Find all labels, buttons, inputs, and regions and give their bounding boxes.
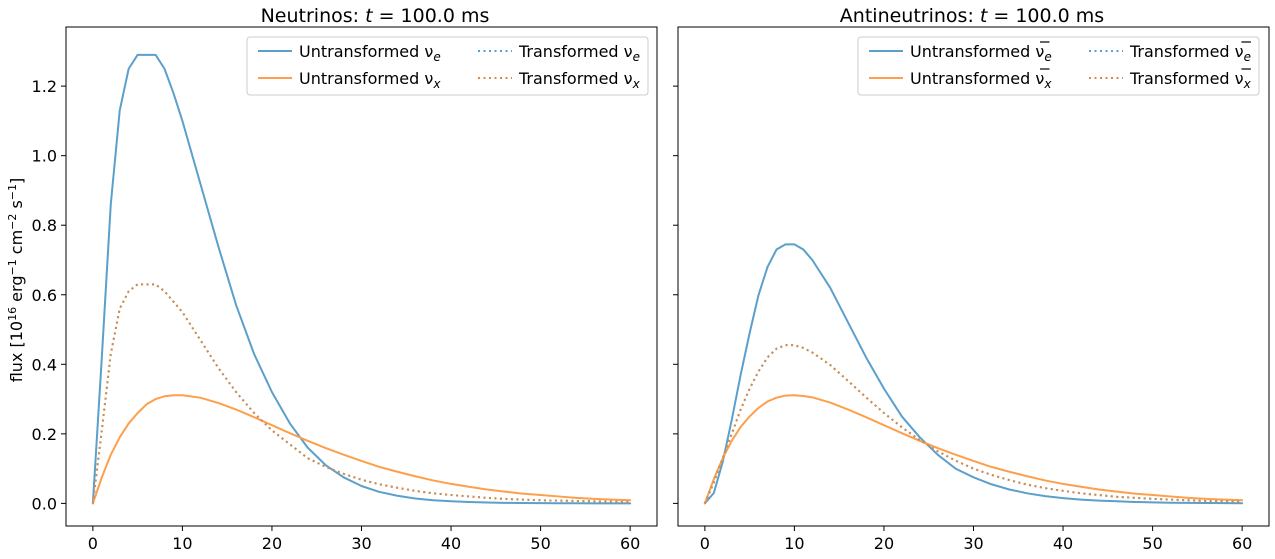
neutrinos-x-tick-label: 30	[351, 534, 371, 553]
neutrinos-y-tick-label: 1.2	[32, 77, 57, 96]
neutrinos-x-tick-label: 10	[172, 534, 192, 553]
antineutrinos-legend-box	[857, 36, 1260, 96]
antineutrinos-series-line-3	[703, 344, 1243, 504]
antineutrinos-series-line-2	[703, 344, 1243, 504]
neutrinos-y-tick-label: 0.2	[32, 425, 57, 444]
antineutrinos-x-tick-label: 50	[1142, 534, 1162, 553]
neutrinos-axes-frame	[65, 26, 658, 527]
neutrinos-x-tick-label: 40	[441, 534, 461, 553]
neutrinos-x-tick-label: 20	[262, 534, 282, 553]
neutrinos-legend-label-0: Untransformed νe	[299, 42, 441, 64]
neutrinos-legend: Untransformed νe Untransformed νx Transfor…	[246, 36, 649, 96]
neutrinos-legend-label-3: Transformed νx	[518, 69, 641, 91]
antineutrinos-series-line-0	[703, 243, 1244, 505]
neutrinos-y-tick-label: 0.6	[32, 286, 57, 305]
y-axis-label: flux [1016 erg−1 cm−2 s−1]	[6, 178, 27, 383]
antineutrinos-legend-label-2: Transformed νe	[1129, 42, 1251, 64]
neutrinos-series-line-3	[91, 283, 631, 504]
antineutrinos-legend-label-3: Transformed νx	[1129, 69, 1252, 91]
antineutrinos-x-tick-label: 30	[963, 534, 983, 553]
antineutrinos-panel: Antineutrinos: t = 100.0 ms 0 10 20 30 40 50 6…	[673, 5, 1270, 553]
neutrinos-x-tick-label: 60	[620, 534, 640, 553]
antineutrinos-y-ticks	[673, 85, 678, 504]
neutrinos-y-tick-label: 0.8	[32, 216, 57, 235]
neutrinos-legend-label-2: Transformed νe	[518, 42, 640, 64]
neutrinos-series-line-2	[91, 283, 631, 504]
neutrinos-series-line-1	[91, 394, 632, 505]
antineutrinos-title: Antineutrinos: t = 100.0 ms	[840, 5, 1104, 27]
neutrinos-series-group	[91, 53, 632, 505]
neutrinos-y-tick-label: 0.0	[32, 494, 57, 513]
neutrinos-x-tick-label: 0	[88, 534, 98, 553]
antineutrinos-series-group	[703, 243, 1244, 505]
neutrinos-legend-label-1: Untransformed νx	[299, 69, 441, 91]
neutrinos-title: Neutrinos: t = 100.0 ms	[261, 5, 490, 27]
neutrinos-y-tick-label: 0.4	[32, 355, 57, 374]
antineutrinos-series-line-1	[703, 394, 1244, 505]
antineutrinos-x-tick-label: 20	[874, 534, 894, 553]
antineutrinos-x-ticks: 0 10 20 30 40 50 60	[700, 526, 1252, 553]
antineutrinos-legend-label-0: Untransformed νe	[910, 42, 1052, 64]
antineutrinos-x-tick-label: 40	[1053, 534, 1073, 553]
neutrinos-x-tick-label: 50	[530, 534, 550, 553]
antineutrinos-legend: Untransformed νe Untransformed νx Transfor…	[857, 36, 1260, 96]
neutrinos-legend-box	[246, 36, 649, 96]
antineutrinos-axes-frame	[677, 26, 1270, 527]
neutrinos-series-line-0	[91, 53, 632, 505]
antineutrinos-x-tick-label: 0	[700, 534, 710, 553]
neutrinos-y-tick-label: 1.0	[32, 147, 57, 166]
neutrinos-panel: Neutrinos: t = 100.0 ms 0 10 20 30 40 50 60 0.…	[32, 5, 658, 553]
antineutrinos-legend-label-1: Untransformed νx	[910, 69, 1052, 91]
antineutrinos-x-tick-label: 60	[1232, 534, 1252, 553]
neutrinos-y-ticks: 0.0 0.2 0.4 0.6 0.8 1.0 1.2	[32, 77, 66, 513]
neutrinos-x-ticks: 0 10 20 30 40 50 60	[88, 526, 640, 553]
antineutrinos-x-tick-label: 10	[784, 534, 804, 553]
